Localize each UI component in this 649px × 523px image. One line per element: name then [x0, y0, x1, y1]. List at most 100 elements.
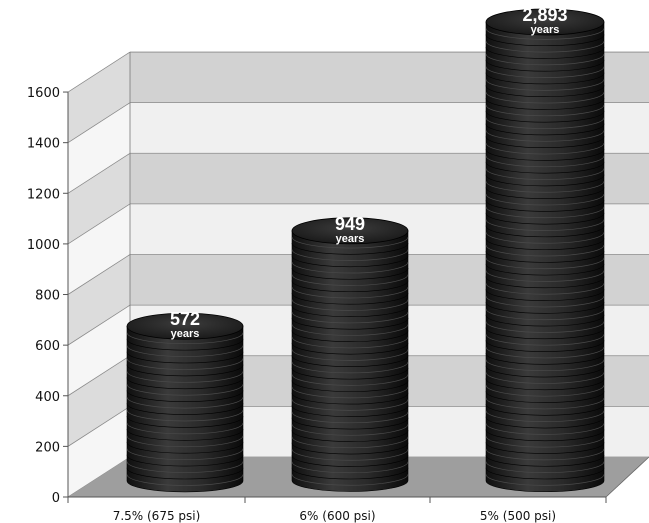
coin-rim	[291, 274, 409, 286]
coin-rim	[126, 409, 244, 422]
coin-rim	[485, 130, 605, 142]
gridline-diagonal	[67, 152, 131, 194]
coin-rim	[485, 436, 605, 448]
gridline-diagonal	[67, 355, 131, 397]
category-labels: 7.5% (675 psi) 6% (600 psi) 5% (500 psi)	[67, 497, 607, 523]
side-wall-band	[68, 153, 130, 244]
x-tick-label: 7.5% (675 psi)	[113, 509, 201, 523]
data-label: 949	[335, 214, 365, 234]
data-label-unit: years	[171, 328, 200, 340]
y-tick-label: 1000	[27, 238, 60, 253]
coin-rim	[126, 422, 244, 435]
coin-top	[291, 217, 409, 245]
coin-rim	[485, 474, 605, 486]
coin-rim	[291, 236, 409, 249]
coin-rim	[291, 399, 409, 411]
coin-top	[126, 312, 244, 340]
coin-rim	[126, 397, 244, 409]
coin-rim	[291, 474, 409, 486]
coin-rim	[126, 435, 244, 448]
coin-rim	[485, 193, 605, 206]
coin-rim	[485, 79, 605, 91]
coin-rim	[291, 311, 409, 324]
coin-rim	[485, 53, 605, 66]
gridline-diagonal	[67, 406, 131, 447]
coin-rim	[485, 372, 605, 384]
coin-rim	[291, 361, 409, 374]
gridline-diagonal	[67, 254, 131, 295]
x-tick-label: 6% (600 psi)	[299, 509, 375, 523]
data-label: 572	[170, 309, 200, 329]
x-tick-label: 5% (500 psi)	[480, 509, 556, 523]
y-tick-label: 600	[35, 339, 60, 354]
gridline-diagonal	[67, 102, 131, 143]
side-wall-band	[68, 52, 130, 143]
coin-rim	[291, 449, 409, 461]
coin-rim	[126, 448, 244, 461]
coin-rim	[126, 371, 244, 383]
coin-rim	[485, 28, 605, 40]
coin-rim	[485, 283, 605, 295]
coin-rim	[485, 92, 605, 104]
coin-rim	[291, 336, 409, 349]
coin-rim	[485, 308, 605, 321]
y-tick-label: 1600	[27, 86, 60, 101]
coin-rim	[126, 474, 244, 486]
coin-rim	[485, 448, 605, 461]
coin-rim	[485, 321, 605, 333]
coin-rim	[126, 358, 244, 370]
coin-rim	[485, 359, 605, 372]
coin-rim	[126, 345, 244, 357]
coin-rim	[485, 206, 605, 219]
side-wall-band	[68, 406, 130, 497]
coin-rim	[291, 436, 409, 449]
coin-rim	[291, 324, 409, 336]
coin-rim	[485, 168, 605, 180]
coin-rim	[485, 461, 605, 473]
coin-rim	[485, 385, 605, 397]
coin-rim	[485, 423, 605, 435]
coin-rim	[291, 349, 409, 361]
y-axis: 0 200 400 600 800 1000 1200 1400 1600	[27, 86, 606, 506]
coin-rim	[485, 142, 605, 155]
gridline-diagonal	[67, 304, 131, 346]
gridline-diagonal	[67, 51, 131, 93]
coin-rim	[291, 424, 409, 436]
coin-rim	[485, 41, 605, 53]
coin-rim	[126, 461, 244, 473]
coin-rim	[485, 346, 605, 359]
side-wall-band	[68, 203, 130, 295]
coin-rim	[291, 411, 409, 424]
coin-rim	[485, 295, 605, 308]
data-label-unit: years	[336, 233, 365, 245]
side-wall-band	[68, 305, 130, 396]
coin-rim	[485, 244, 605, 257]
coin-rim	[126, 384, 244, 396]
coin-rim	[291, 374, 409, 386]
y-tick-label: 1400	[27, 137, 60, 152]
coin-rim	[485, 334, 605, 346]
coin-rim	[485, 117, 605, 129]
coin-rim	[126, 332, 244, 345]
y-tick-label: 200	[35, 440, 60, 455]
side-wall-band	[68, 355, 130, 447]
coin-rim	[485, 270, 605, 282]
coin-rim	[291, 249, 409, 261]
coin-rim	[291, 286, 409, 299]
coin-rim	[485, 104, 605, 117]
coin-rim	[485, 232, 605, 244]
side-wall-band	[68, 254, 130, 346]
coin-rim	[485, 410, 605, 422]
data-label-unit: years	[531, 24, 560, 36]
y-tick-label: 0	[52, 491, 60, 506]
coin-rim	[485, 397, 605, 410]
coin-rim	[485, 257, 605, 270]
coin-rim	[291, 386, 409, 399]
coin-rim	[485, 219, 605, 231]
data-label: 2,893	[522, 5, 567, 25]
